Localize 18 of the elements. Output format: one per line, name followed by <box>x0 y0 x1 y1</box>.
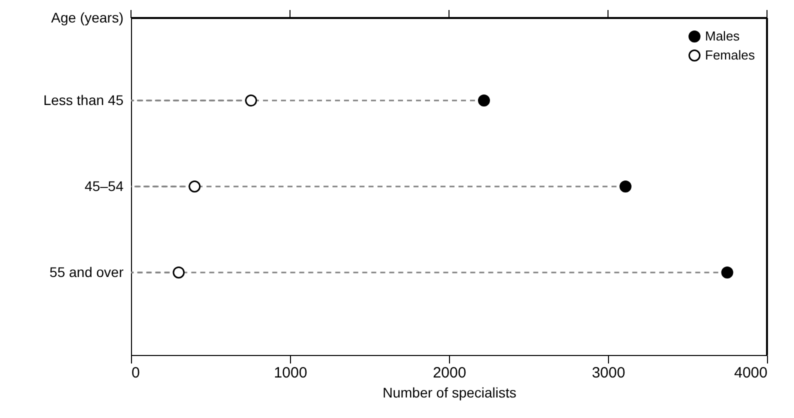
y-tick-label: 45–54 <box>84 178 124 194</box>
x-tick-label: 4000 <box>734 364 768 382</box>
point <box>721 266 734 278</box>
x-tick-label: 1000 <box>274 364 308 382</box>
point <box>245 94 258 107</box>
legend-label: Males <box>705 28 740 44</box>
x-axis-title: Number of specialists <box>382 384 516 400</box>
y-axis-title: Age (years) <box>51 10 124 26</box>
point <box>478 94 490 107</box>
x-tick-label: 3000 <box>592 364 626 382</box>
x-tick-label: 0 <box>132 364 140 382</box>
point <box>172 266 185 278</box>
point <box>188 180 201 192</box>
legend-label: Females <box>705 48 756 62</box>
y-tick-label: Less than 45 <box>43 92 124 108</box>
x-tick-label: 2000 <box>432 364 466 382</box>
point <box>619 180 632 192</box>
y-tick-label: 55 and over <box>50 264 124 280</box>
